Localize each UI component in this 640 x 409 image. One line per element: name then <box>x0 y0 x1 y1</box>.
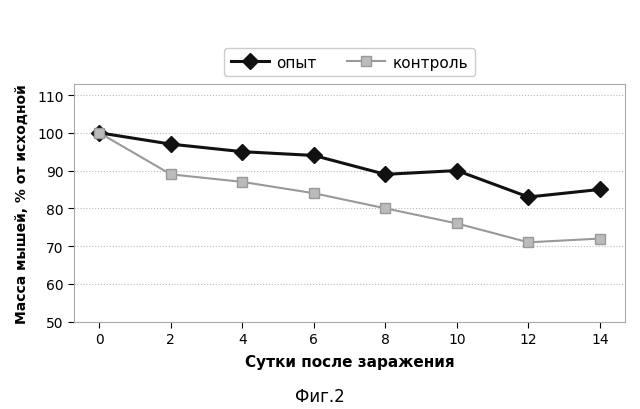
контроль <box>381 207 389 211</box>
опыт <box>381 173 389 178</box>
опыт <box>596 188 604 193</box>
опыт <box>167 142 175 147</box>
контроль <box>453 221 461 226</box>
Text: Фиг.2: Фиг.2 <box>295 387 345 405</box>
опыт <box>310 154 317 159</box>
Y-axis label: Масса мышей, % от исходной: Масса мышей, % от исходной <box>15 83 29 323</box>
опыт <box>239 150 246 155</box>
X-axis label: Сутки после заражения: Сутки после заражения <box>245 355 454 369</box>
Line: опыт: опыт <box>93 128 605 203</box>
Line: контроль: контроль <box>95 128 605 247</box>
опыт <box>525 195 532 200</box>
опыт <box>95 131 103 136</box>
контроль <box>525 240 532 245</box>
контроль <box>596 236 604 241</box>
контроль <box>167 173 175 178</box>
Legend: опыт, контроль: опыт, контроль <box>225 49 475 76</box>
контроль <box>239 180 246 185</box>
контроль <box>310 191 317 196</box>
контроль <box>95 131 103 136</box>
опыт <box>453 169 461 173</box>
